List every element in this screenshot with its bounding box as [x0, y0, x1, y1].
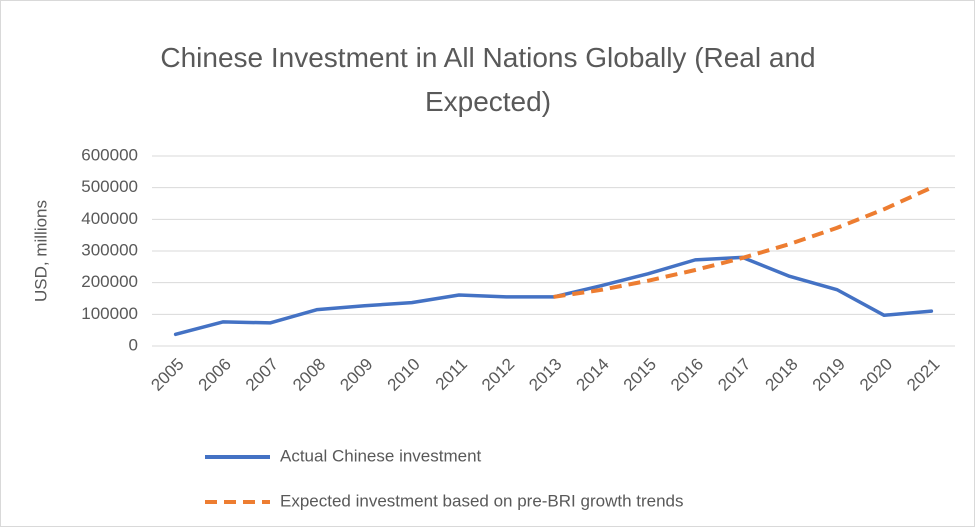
x-tick-label: 2013 — [525, 355, 565, 395]
x-tick-label: 2011 — [432, 355, 471, 394]
x-tick-label: 2016 — [667, 355, 707, 395]
y-tick-label: 400000 — [81, 209, 138, 228]
x-tick-label: 2005 — [147, 355, 187, 395]
legend-label: Actual Chinese investment — [280, 446, 482, 465]
y-axis-label: USD, millions — [31, 200, 50, 302]
x-tick-label: 2015 — [620, 355, 660, 395]
x-tick-label: 2008 — [289, 355, 329, 395]
chart-title: Chinese Investment in All Nations Global… — [160, 42, 816, 117]
x-tick-label: 2021 — [903, 355, 943, 395]
x-tick-label: 2006 — [195, 355, 235, 395]
x-tick-label: 2018 — [761, 355, 801, 395]
x-tick-label: 2010 — [384, 355, 424, 395]
y-tick-label: 600000 — [81, 145, 138, 164]
x-tick-label: 2019 — [809, 355, 849, 395]
legend-label: Expected investment based on pre-BRI gro… — [280, 491, 684, 510]
x-tick-label: 2017 — [714, 355, 754, 395]
y-tick-label: 100000 — [81, 304, 138, 323]
y-tick-label: 300000 — [81, 240, 138, 259]
x-tick-label: 2009 — [336, 355, 376, 395]
x-tick-label: 2014 — [573, 355, 613, 395]
x-tick-label: 2012 — [478, 355, 518, 395]
series-line — [553, 185, 933, 299]
y-tick-label: 0 — [129, 335, 138, 354]
x-tick-label: 2007 — [242, 355, 282, 395]
x-tick-label: 2020 — [856, 355, 896, 395]
y-tick-label: 500000 — [81, 177, 138, 196]
y-tick-label: 200000 — [81, 272, 138, 291]
